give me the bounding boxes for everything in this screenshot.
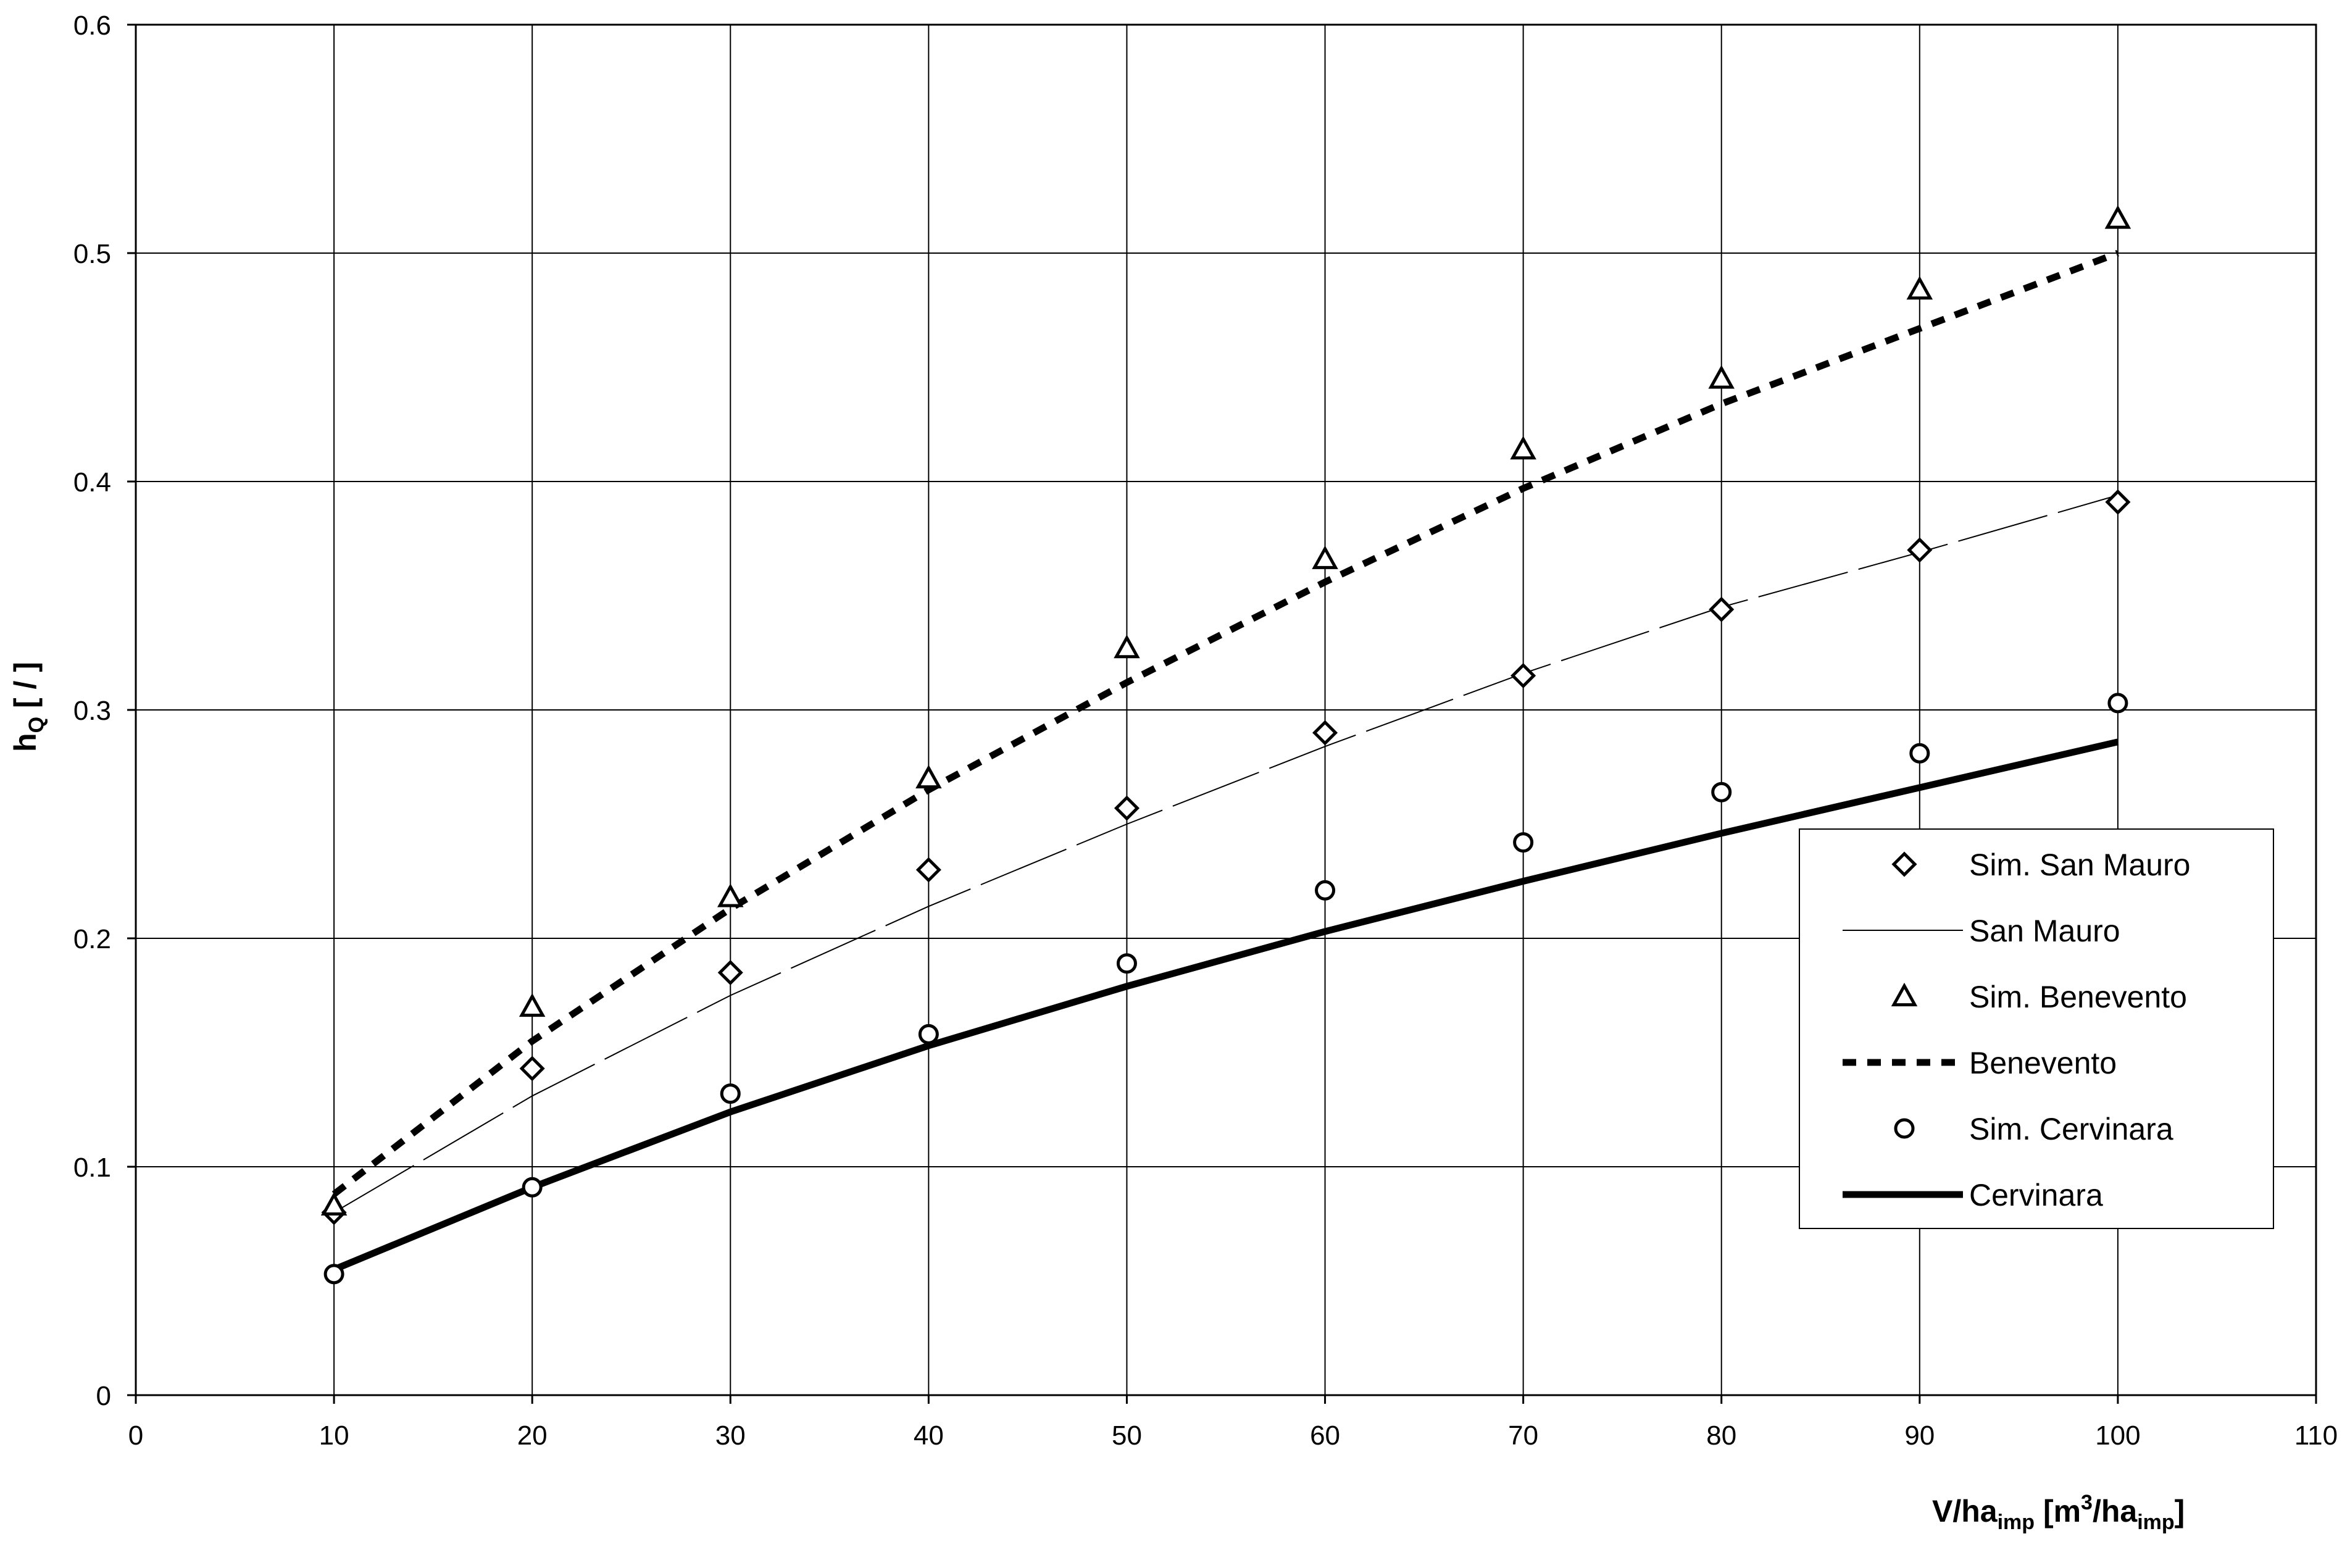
x-tick-label: 40 xyxy=(914,1420,944,1451)
data-point xyxy=(519,1056,545,1082)
series-sim-benevento xyxy=(320,205,2131,1216)
y-tick-label: 0.6 xyxy=(73,10,111,41)
data-point xyxy=(1906,276,1933,300)
y-tick-label: 0.2 xyxy=(73,924,111,954)
series xyxy=(320,205,2131,1285)
legend-label: San Mauro xyxy=(1969,914,2120,948)
legend-item: Sim. Benevento xyxy=(1891,980,2187,1014)
x-tick-label: 90 xyxy=(1904,1420,1935,1451)
legend: Sim. San Mauro San Mauro Sim. Benevento Ben… xyxy=(1799,828,2274,1229)
legend-label: Sim. Cervinara xyxy=(1969,1112,2173,1146)
data-point xyxy=(717,959,743,986)
y-tick-label: 0.5 xyxy=(73,239,111,269)
data-point xyxy=(1708,365,1735,389)
series-line xyxy=(333,494,2119,1213)
data-point xyxy=(1114,795,1140,821)
legend-marker xyxy=(1891,982,1918,1007)
data-point xyxy=(1711,782,1732,803)
x-tick-label: 60 xyxy=(1310,1420,1340,1451)
legend-item: Benevento xyxy=(1843,1046,2117,1080)
data-point xyxy=(1315,880,1336,901)
data-point xyxy=(1312,545,1338,569)
y-tick-label: 0.1 xyxy=(73,1153,111,1183)
x-tick-label: 0 xyxy=(128,1420,143,1451)
series-san-mauro xyxy=(333,494,2119,1213)
data-point xyxy=(915,764,942,789)
x-tick-label: 10 xyxy=(319,1420,349,1451)
x-tick-label: 20 xyxy=(517,1420,548,1451)
data-point xyxy=(1909,743,1930,764)
data-point xyxy=(2104,205,2131,229)
legend-label: Benevento xyxy=(1969,1046,2117,1080)
legend-item: Sim. San Mauro xyxy=(1891,848,2190,882)
data-point xyxy=(1116,953,1137,974)
y-axis-title: hQ [ / ] xyxy=(8,662,48,752)
x-tick-label: 70 xyxy=(1508,1420,1538,1451)
x-tick-label: 110 xyxy=(2294,1420,2338,1451)
data-point xyxy=(915,857,941,883)
tick-labels: 0 10 20 30 40 50 60 70 80 90 100 110 0 0.1 0.2 0.3 0.4 0.… xyxy=(73,10,2338,1451)
data-point xyxy=(1907,537,1933,563)
series-sim-san-mauro xyxy=(321,489,2131,1225)
legend-item: Sim. Cervinara xyxy=(1894,1112,2173,1146)
data-point xyxy=(717,883,744,907)
legend-marker xyxy=(1891,851,1917,877)
data-point xyxy=(320,1191,348,1216)
series-line xyxy=(331,249,2119,1197)
legend-item: Cervinara xyxy=(1843,1178,2103,1212)
legend-item: San Mauro xyxy=(1843,914,2120,948)
x-tick-label: 80 xyxy=(1706,1420,1736,1451)
x-tick-label: 30 xyxy=(715,1420,746,1451)
y-tick-label: 0.4 xyxy=(73,467,111,498)
data-point xyxy=(1510,662,1536,689)
data-point xyxy=(1709,596,1735,622)
data-point xyxy=(2105,489,2131,515)
series-cervinara xyxy=(332,738,2119,1273)
legend-marker xyxy=(1894,1118,1915,1139)
data-point xyxy=(2107,693,2128,714)
legend-label: Sim. San Mauro xyxy=(1969,848,2190,882)
legend-label: Cervinara xyxy=(1969,1178,2103,1212)
data-point xyxy=(519,993,546,1017)
data-point xyxy=(1114,634,1140,659)
data-point xyxy=(522,1177,543,1198)
x-tick-label: 100 xyxy=(2095,1420,2140,1451)
data-point xyxy=(1510,436,1536,460)
x-axis-title: V/haimp [m3/haimp] xyxy=(1932,1491,2185,1534)
y-tick-label: 0 xyxy=(96,1381,111,1411)
data-point xyxy=(1513,832,1534,853)
data-point xyxy=(918,1024,939,1045)
series-line xyxy=(332,738,2119,1273)
series-benevento xyxy=(331,249,2119,1197)
data-point xyxy=(323,1264,344,1285)
data-point xyxy=(720,1083,741,1104)
x-tick-label: 50 xyxy=(1112,1420,1142,1451)
series-sim-cervinara xyxy=(323,693,2128,1285)
data-point xyxy=(1312,720,1338,746)
legend-label: Sim. Benevento xyxy=(1969,980,2187,1014)
legend-box xyxy=(1799,828,2274,1229)
y-tick-label: 0.3 xyxy=(73,696,111,726)
